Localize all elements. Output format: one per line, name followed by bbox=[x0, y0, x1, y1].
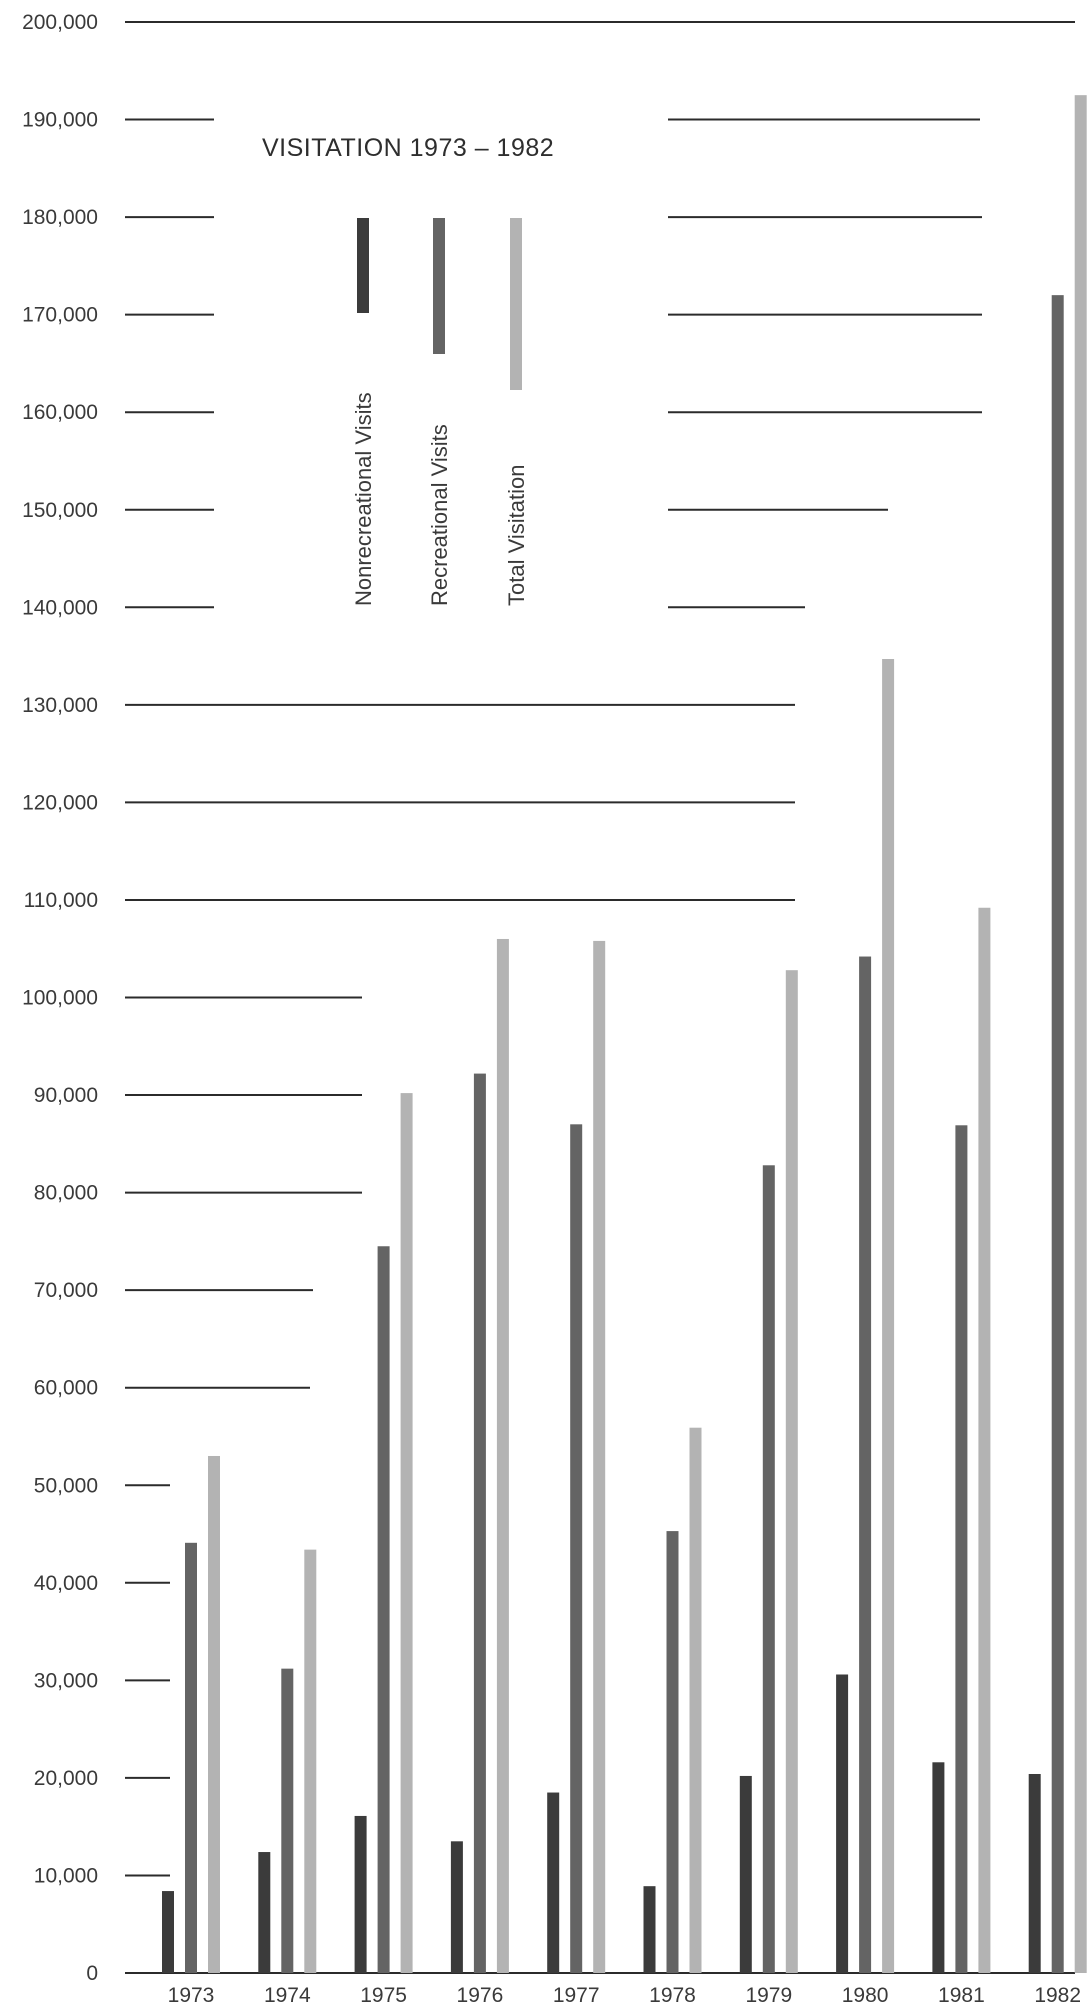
bars bbox=[162, 95, 1087, 1974]
bar bbox=[258, 1852, 271, 1973]
bar bbox=[570, 1124, 583, 1973]
bar bbox=[978, 907, 991, 1973]
y-tick-label: 40,000 bbox=[34, 1572, 98, 1595]
x-tick-label: 1980 bbox=[842, 1984, 889, 2007]
bar bbox=[689, 1427, 702, 1973]
bar bbox=[304, 1549, 317, 1973]
y-axis-tick-labels: 0 10,000 20,000 30,000 40,000 50,000 60,000 70,… bbox=[22, 11, 98, 1985]
x-tick-label: 1982 bbox=[1034, 1984, 1081, 2007]
x-tick-label: 1979 bbox=[745, 1984, 792, 2007]
bar bbox=[785, 970, 798, 1973]
bar bbox=[377, 1246, 390, 1973]
bar bbox=[496, 938, 509, 1973]
y-tick-label: 50,000 bbox=[34, 1474, 98, 1497]
legend-swatch bbox=[433, 218, 445, 354]
legend-label: Total Visitation bbox=[504, 465, 529, 606]
bar bbox=[281, 1668, 294, 1973]
bar bbox=[643, 1886, 656, 1973]
bar bbox=[162, 1891, 174, 1973]
x-axis-tick-labels: 1973 1974 1975 1976 1977 1978 1979 1980 1981 1982 bbox=[168, 1984, 1081, 2007]
y-tick-label: 200,000 bbox=[22, 11, 98, 34]
bar bbox=[666, 1531, 679, 1973]
bar bbox=[473, 1073, 486, 1973]
x-tick-label: 1974 bbox=[264, 1984, 311, 2007]
y-tick-label: 190,000 bbox=[22, 109, 98, 132]
bar bbox=[1074, 95, 1087, 1974]
bar bbox=[593, 940, 606, 1973]
legend-swatch bbox=[357, 218, 369, 313]
bar bbox=[859, 956, 872, 1973]
x-tick-label: 1981 bbox=[938, 1984, 985, 2007]
y-tick-label: 110,000 bbox=[24, 889, 98, 912]
y-tick-label: 150,000 bbox=[22, 499, 98, 522]
bar bbox=[208, 1455, 220, 1973]
legend-label: Nonrecreational Visits bbox=[351, 392, 376, 606]
y-tick-label: 30,000 bbox=[34, 1669, 98, 1692]
bar bbox=[1028, 1773, 1041, 1973]
bar bbox=[955, 1125, 968, 1973]
bar bbox=[762, 1165, 775, 1973]
y-tick-label: 130,000 bbox=[22, 694, 98, 717]
bar bbox=[1051, 295, 1064, 1973]
y-tick-label: 140,000 bbox=[22, 596, 98, 619]
y-tick-label: 0 bbox=[86, 1962, 98, 1985]
legend-swatch bbox=[510, 218, 522, 390]
bar bbox=[400, 1093, 413, 1973]
y-tick-label: 180,000 bbox=[22, 206, 98, 229]
y-tick-label: 70,000 bbox=[34, 1279, 98, 1302]
y-tick-label: 120,000 bbox=[22, 791, 98, 814]
y-tick-label: 170,000 bbox=[22, 304, 98, 327]
bar bbox=[450, 1841, 463, 1973]
x-tick-label: 1975 bbox=[360, 1984, 407, 2007]
bar bbox=[547, 1792, 560, 1973]
bar bbox=[882, 659, 895, 1974]
chart-title: VISITATION 1973 – 1982 bbox=[262, 134, 554, 162]
legend-label: Recreational Visits bbox=[427, 424, 452, 606]
x-tick-label: 1977 bbox=[553, 1984, 600, 2007]
y-tick-label: 60,000 bbox=[34, 1377, 98, 1400]
bar bbox=[836, 1674, 849, 1973]
y-tick-label: 10,000 bbox=[34, 1864, 98, 1887]
x-tick-label: 1978 bbox=[649, 1984, 696, 2007]
bar bbox=[932, 1762, 945, 1973]
x-tick-label: 1973 bbox=[168, 1984, 215, 2007]
y-tick-label: 100,000 bbox=[22, 987, 98, 1010]
bar bbox=[354, 1815, 367, 1973]
y-tick-label: 20,000 bbox=[34, 1767, 98, 1790]
bar bbox=[739, 1775, 752, 1973]
legend: Nonrecreational Visits Recreational Visit… bbox=[351, 218, 529, 606]
y-tick-label: 90,000 bbox=[34, 1084, 98, 1107]
bar bbox=[185, 1542, 197, 1973]
y-tick-label: 160,000 bbox=[22, 401, 98, 424]
x-tick-label: 1976 bbox=[457, 1984, 504, 2007]
y-tick-label: 80,000 bbox=[34, 1182, 98, 1205]
